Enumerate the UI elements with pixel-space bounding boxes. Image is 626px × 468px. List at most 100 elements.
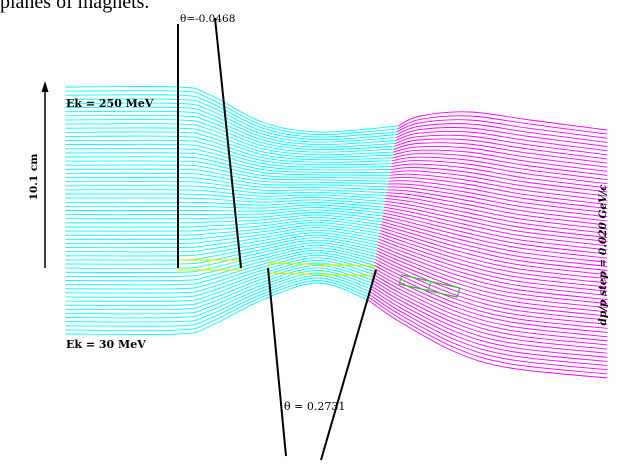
trajectory-upstream [64, 249, 375, 282]
trajectory-downstream [379, 232, 608, 284]
scale-arrow-head [41, 81, 49, 92]
trajectory-downstream [379, 229, 608, 280]
trajectory-upstream [64, 244, 376, 273]
trajectory-upstream [64, 254, 374, 290]
trajectory-downstream [391, 160, 608, 185]
trajectory-upstream [64, 177, 388, 191]
tilted-edge-line [214, 17, 242, 269]
trajectory-downstream [378, 235, 608, 288]
trajectory-downstream [397, 111, 608, 131]
trajectory-downstream [382, 215, 608, 259]
trajectory-downstream [372, 273, 608, 342]
trajectory-downstream [391, 156, 608, 181]
trajectory-upstream [64, 242, 377, 269]
upstream-trajectories [64, 86, 399, 335]
trajectory-downstream [384, 200, 608, 238]
trajectory-downstream [393, 142, 608, 164]
trajectory-downstream [368, 293, 608, 371]
trajectory-downstream [395, 127, 608, 147]
trajectory-downstream [370, 282, 608, 354]
trajectory-upstream [64, 247, 376, 278]
trajectory-upstream [64, 272, 371, 319]
trajectory-downstream [388, 180, 608, 209]
trajectory-upstream [64, 239, 377, 265]
trajectory-upstream [64, 222, 381, 236]
trajectory-downstream [376, 247, 608, 305]
trajectory-upstream [64, 197, 385, 205]
trajectory-upstream [64, 207, 384, 214]
trajectory-upstream [64, 193, 386, 202]
theta-top-label: θ=-0.0468 [180, 13, 235, 25]
trajectory-downstream [371, 279, 608, 350]
trajectory-upstream [64, 259, 373, 298]
trajectory-upstream [64, 201, 385, 208]
theta-bottom-label: θ = 0.2731 [284, 400, 345, 413]
trajectory-downstream [380, 227, 608, 276]
trajectory-downstream [394, 134, 608, 156]
trajectory-upstream [64, 168, 389, 185]
trajectory-upstream [64, 264, 372, 307]
trajectory-upstream [64, 152, 391, 173]
trajectory-upstream [64, 214, 382, 224]
trajectory-downstream [376, 250, 608, 309]
trajectory-downstream [386, 192, 608, 226]
trajectory-downstream [385, 195, 608, 230]
trajectory-downstream [374, 258, 608, 321]
trajectory-upstream [64, 98, 397, 141]
trajectory-upstream [64, 172, 388, 188]
trajectory-upstream [64, 189, 386, 199]
magnet-3-divider [427, 280, 432, 292]
trajectory-downstream [373, 264, 608, 329]
trajectory-downstream [390, 163, 608, 189]
trajectory-downstream [395, 131, 608, 152]
trajectory-downstream [377, 241, 608, 296]
trajectory-upstream [64, 164, 389, 182]
trajectory-downstream [382, 212, 608, 255]
trajectory-downstream [372, 270, 608, 338]
trajectory-upstream [64, 181, 387, 194]
trajectory-downstream [393, 146, 608, 168]
trajectory-downstream [368, 296, 608, 375]
trajectory-downstream [369, 290, 608, 367]
trajectory-downstream [387, 186, 608, 218]
trajectory-downstream [374, 261, 608, 325]
trajectory-upstream [64, 234, 378, 257]
trajectory-upstream [64, 160, 390, 179]
trajectory-upstream [64, 257, 374, 294]
trajectory-upstream [64, 274, 370, 323]
trajectory-upstream [64, 148, 391, 171]
trajectory-downstream [394, 138, 608, 160]
trajectory-upstream [64, 185, 387, 197]
trajectory-downstream [387, 183, 608, 214]
trajectory-upstream [64, 135, 393, 163]
trajectory-downstream [397, 115, 608, 135]
trajectory-downstream [390, 167, 608, 193]
trajectory-downstream [388, 176, 608, 205]
magnet-3 [398, 274, 461, 298]
trajectory-upstream [64, 237, 378, 261]
trajectory-downstream [383, 206, 608, 247]
trajectory-downstream [378, 238, 608, 292]
trajectory-upstream [64, 86, 399, 133]
trajectory-upstream [64, 280, 369, 331]
trajectory-downstream [373, 267, 608, 333]
trajectory-downstream [396, 123, 608, 143]
trajectory-upstream [64, 217, 382, 228]
trajectory-upstream [64, 252, 375, 286]
trajectory-downstream [367, 299, 608, 379]
trajectory-upstream [64, 204, 384, 211]
downstream-trajectories [367, 111, 608, 379]
trajectory-upstream [64, 269, 371, 315]
magnet-3-outline [398, 274, 461, 298]
trajectory-upstream [64, 90, 398, 135]
trajectory-upstream [64, 139, 392, 166]
ek-low-label: Ek = 30 MeV [66, 338, 146, 351]
trajectory-upstream [64, 156, 390, 176]
trajectory-upstream [64, 131, 393, 161]
trajectory-downstream [392, 149, 608, 172]
trajectory-downstream [384, 203, 608, 243]
trajectory-downstream [381, 218, 608, 263]
lower-edge-line-1 [267, 267, 287, 457]
